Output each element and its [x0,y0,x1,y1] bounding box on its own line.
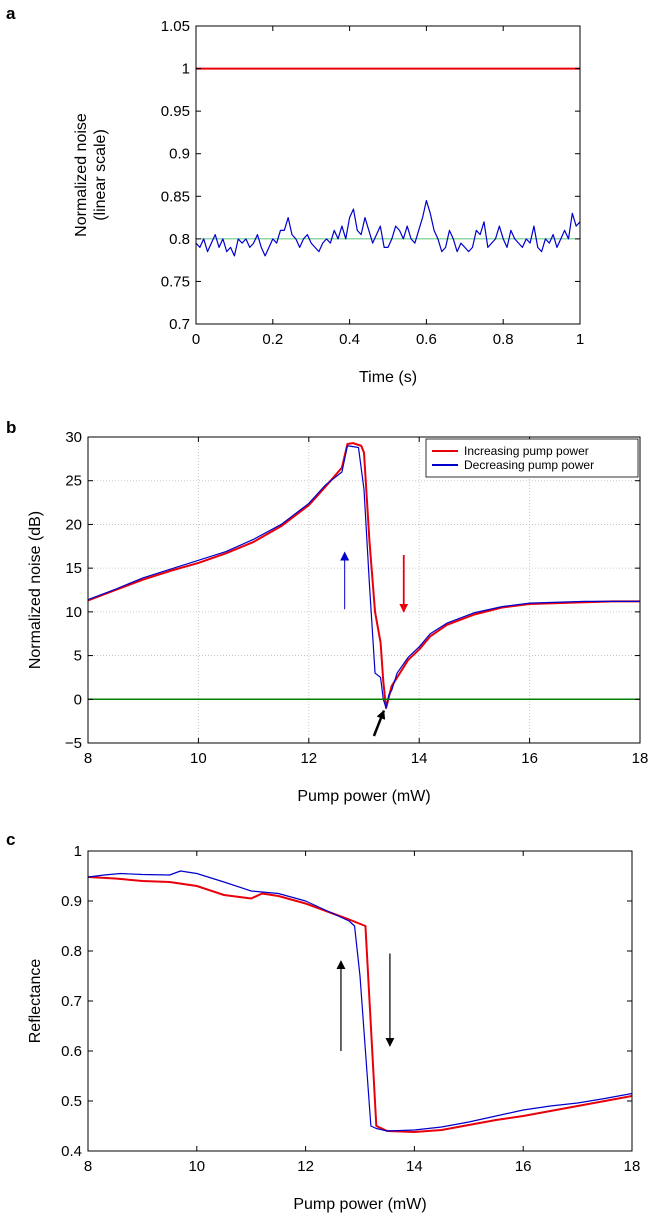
chart-panel-c: 8 10 12 14 16 18 0.4 0.5 0.6 0.7 0.8 0.9 1 Pump power… [27,843,640,1213]
x-tick-label: 16 [521,750,538,767]
x-tick-label: 0.8 [493,331,514,348]
y-tick-label: 30 [65,429,82,446]
y-tick-label: 0.8 [61,943,82,960]
x-tick-label: 8 [84,750,92,767]
plot-frame [87,436,641,744]
x-tick-label: 10 [190,750,207,767]
y-axis-label: Normalized noise [73,113,90,237]
y-tick-label: 0.7 [169,316,190,333]
y-tick-label: 0.75 [161,273,190,290]
x-tick-label: 12 [297,1158,314,1175]
x-tick-label: 0 [192,331,200,348]
y-tick-label: 0 [74,691,82,708]
series-line [88,876,632,1133]
y-tick-label: 0.8 [169,231,190,248]
x-tick-label: 10 [188,1158,205,1175]
y-tick-label: 15 [65,560,82,577]
y-tick-label: 25 [65,473,82,490]
y-tick-label: 0.95 [161,103,190,120]
annotation-arrow [372,709,386,737]
panel-letter-c: c [6,830,15,849]
y-tick-label: 1 [182,61,190,78]
y-tick-label: 0.7 [61,993,82,1010]
x-axis-label: Time (s) [359,369,417,386]
y-tick-label: 1 [74,843,82,860]
series-line [196,199,580,257]
legend-label: Increasing pump power [464,444,589,458]
y-axis-label: (linear scale) [92,129,109,221]
legend-label: Decreasing pump power [464,458,594,472]
y-tick-label: 0.6 [61,1043,82,1060]
legend-box [425,438,639,478]
chart-panel-b: 8 10 12 14 16 18 −5 0 5 10 15 20 25 30 Pump power (mW)… [27,429,648,805]
series-line [88,870,632,1132]
y-tick-label: −5 [65,735,82,752]
x-axis-label: Pump power (mW) [293,1196,426,1213]
y-tick-label: 0.85 [161,188,190,205]
x-tick-label: 1 [576,331,584,348]
x-tick-label: 8 [84,1158,92,1175]
panel-letter-b: b [6,418,16,437]
plot-frame [195,25,581,325]
y-axis-label: Reflectance [27,959,44,1044]
x-tick-label: 0.2 [262,331,283,348]
x-tick-label: 0.4 [339,331,360,348]
y-axis-label: Normalized noise (dB) [27,511,44,669]
y-tick-label: 0.9 [169,146,190,163]
x-axis-label: Pump power (mW) [297,788,430,805]
chart-panel-a: 0 0.2 0.4 0.6 0.8 1 0.7 0.75 0.8 0.85 0.9 0.95 1 1.05… [73,18,584,386]
y-tick-label: 5 [74,648,82,665]
x-tick-label: 14 [406,1158,423,1175]
y-tick-label: 0.4 [61,1143,82,1160]
y-tick-label: 0.5 [61,1093,82,1110]
x-tick-label: 18 [632,750,649,767]
x-tick-label: 16 [515,1158,532,1175]
x-tick-label: 0.6 [416,331,437,348]
x-tick-label: 12 [300,750,317,767]
series-line [88,442,640,710]
x-tick-label: 18 [624,1158,641,1175]
y-tick-label: 20 [65,516,82,533]
series-line [88,445,640,709]
y-tick-label: 1.05 [161,18,190,35]
x-tick-label: 14 [411,750,428,767]
y-tick-label: 0.9 [61,893,82,910]
y-tick-label: 10 [65,604,82,621]
panel-letter-a: a [6,4,16,23]
